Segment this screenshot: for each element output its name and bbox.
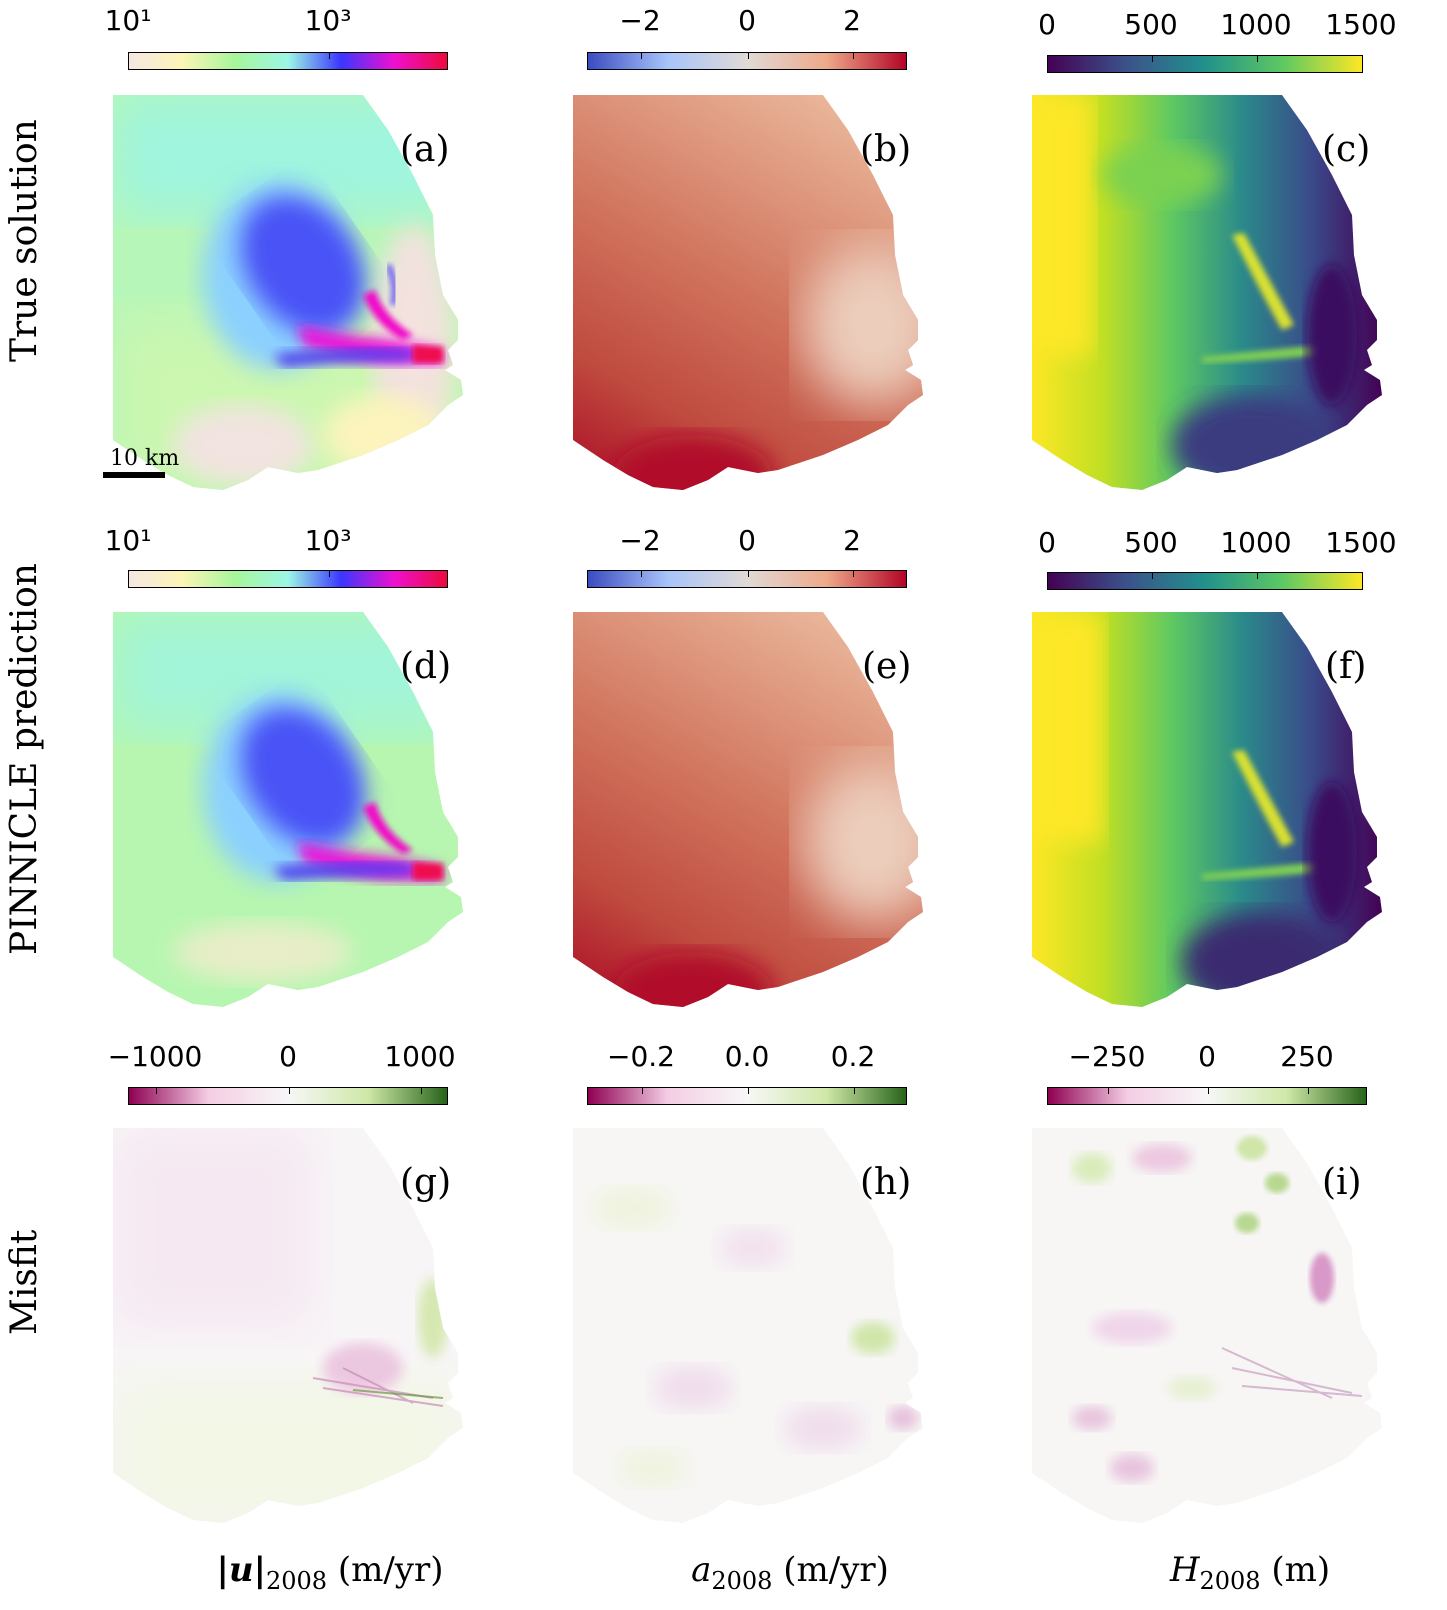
tick-label: 0.2 — [830, 1040, 876, 1073]
panel-label: (b) — [860, 129, 912, 170]
column-label-unit: (m/yr) — [772, 1550, 889, 1590]
map-panel-i: (i) — [1032, 1128, 1382, 1528]
panel-label: (f) — [1325, 646, 1367, 687]
colorbar-gradient — [1047, 55, 1363, 73]
tick-label: −1000 — [107, 1040, 203, 1073]
column-label-thickness: H2008 (m) — [1170, 1550, 1330, 1595]
map-panel-d: (d) — [113, 612, 463, 1012]
map-panel-a: (a) — [113, 95, 463, 495]
map-panel-g: (g) — [113, 1128, 463, 1528]
colorbar-gradient — [128, 52, 448, 70]
colorbar-gradient — [128, 570, 448, 588]
colorbar-gradient — [587, 570, 907, 588]
tick-label: 10¹ — [104, 524, 152, 557]
tick-label: −2 — [619, 4, 661, 37]
tick-label: 0.0 — [724, 1040, 770, 1073]
tick-label: −250 — [1068, 1040, 1146, 1073]
column-label-sub: 2008 — [711, 1566, 773, 1595]
column-label-sub: 2008 — [265, 1566, 328, 1595]
tick-label: 0 — [738, 524, 756, 557]
tick-label: 1000 — [384, 1040, 456, 1073]
panel-label: (e) — [862, 646, 912, 687]
column-label-unit: (m/yr) — [327, 1550, 444, 1590]
colorbar-gradient — [587, 1087, 907, 1105]
tick-label: 2 — [843, 4, 861, 37]
row-label-misfit: Misfit — [4, 1229, 45, 1335]
panel-label: (c) — [1322, 129, 1371, 170]
colorbar-gradient — [587, 52, 907, 70]
colorbar-gradient — [1047, 1087, 1367, 1105]
tick-label: 10¹ — [104, 4, 152, 37]
scale-bar-label: 10 km — [110, 446, 180, 471]
column-label-unit: (m) — [1260, 1550, 1331, 1590]
tick-label: 0 — [279, 1040, 297, 1073]
panel-label: (h) — [860, 1162, 912, 1203]
tick-label: 0 — [1038, 8, 1056, 41]
tick-label: 0 — [738, 4, 756, 37]
tick-label: 250 — [1280, 1040, 1334, 1073]
scale-bar — [103, 472, 165, 478]
column-label-smb: a2008 (m/yr) — [691, 1550, 889, 1595]
tick-label: 0 — [1038, 526, 1056, 559]
tick-label: 1000 — [1220, 526, 1292, 559]
tick-label: −2 — [619, 524, 661, 557]
colorbar-gradient — [1047, 572, 1363, 590]
tick-label: 10³ — [304, 524, 352, 557]
map-panel-b: (b) — [573, 95, 923, 495]
row-label-pinnicle-prediction: PINNICLE prediction — [4, 563, 45, 955]
map-panel-e: (e) — [573, 612, 923, 1012]
column-label-prefix: |u| — [216, 1550, 266, 1590]
panel-label: (i) — [1322, 1162, 1362, 1203]
column-label-prefix: H — [1169, 1550, 1200, 1590]
column-label-velocity: |u|2008 (m/yr) — [216, 1550, 443, 1595]
panel-label: (a) — [400, 129, 450, 170]
tick-label: 500 — [1124, 8, 1178, 41]
tick-label: 0 — [1198, 1040, 1216, 1073]
tick-label: 500 — [1124, 526, 1178, 559]
tick-label: 1500 — [1325, 8, 1397, 41]
colorbar-gradient — [128, 1087, 448, 1105]
panel-label: (g) — [400, 1162, 452, 1203]
row-label-true-solution: True solution — [4, 119, 45, 362]
column-label-prefix: a — [691, 1550, 712, 1590]
tick-label: −0.2 — [607, 1040, 675, 1073]
tick-label: 1000 — [1220, 8, 1292, 41]
panel-label: (d) — [400, 646, 452, 687]
tick-label: 1500 — [1325, 526, 1397, 559]
map-panel-c: (c) — [1032, 95, 1382, 495]
tick-label: 10³ — [304, 4, 352, 37]
map-panel-h: (h) — [573, 1128, 923, 1528]
map-panel-f: (f) — [1032, 612, 1382, 1012]
column-label-sub: 2008 — [1199, 1566, 1261, 1595]
tick-label: 2 — [843, 524, 861, 557]
